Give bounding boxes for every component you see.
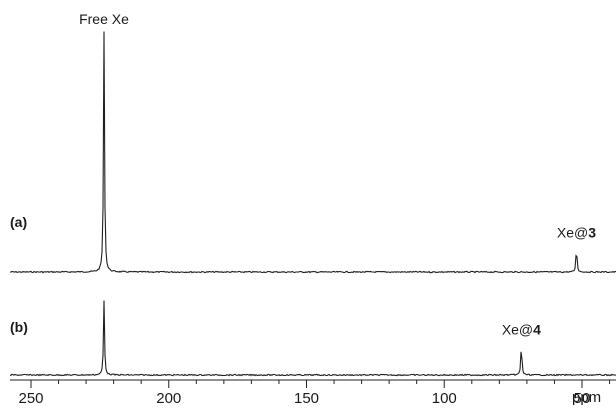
series-label-b: (b) bbox=[10, 319, 28, 335]
x-tick-label: 100 bbox=[432, 390, 457, 407]
x-axis-ticks bbox=[30, 380, 611, 388]
x-tick-label: 50 bbox=[574, 390, 591, 407]
spectrum-trace-b bbox=[9, 300, 616, 377]
x-axis-tick-labels: 250 200 150 100 50 bbox=[18, 390, 590, 407]
peak-labels: Free Xe Xe@3 Xe@4 bbox=[79, 11, 596, 338]
peak-label-free-xe: Free Xe bbox=[79, 11, 129, 27]
x-axis-label: ppm bbox=[572, 389, 601, 406]
x-tick-label: 200 bbox=[156, 390, 181, 407]
peak-label-xe-4: Xe@4 bbox=[502, 322, 541, 338]
spectrum-traces bbox=[9, 31, 616, 377]
series-label-a: (a) bbox=[10, 214, 27, 230]
spectrum-trace-a bbox=[9, 31, 616, 274]
peak-label-xe-3: Xe@3 bbox=[557, 225, 596, 241]
x-tick-label: 150 bbox=[294, 390, 319, 407]
x-tick-label: 250 bbox=[18, 390, 43, 407]
